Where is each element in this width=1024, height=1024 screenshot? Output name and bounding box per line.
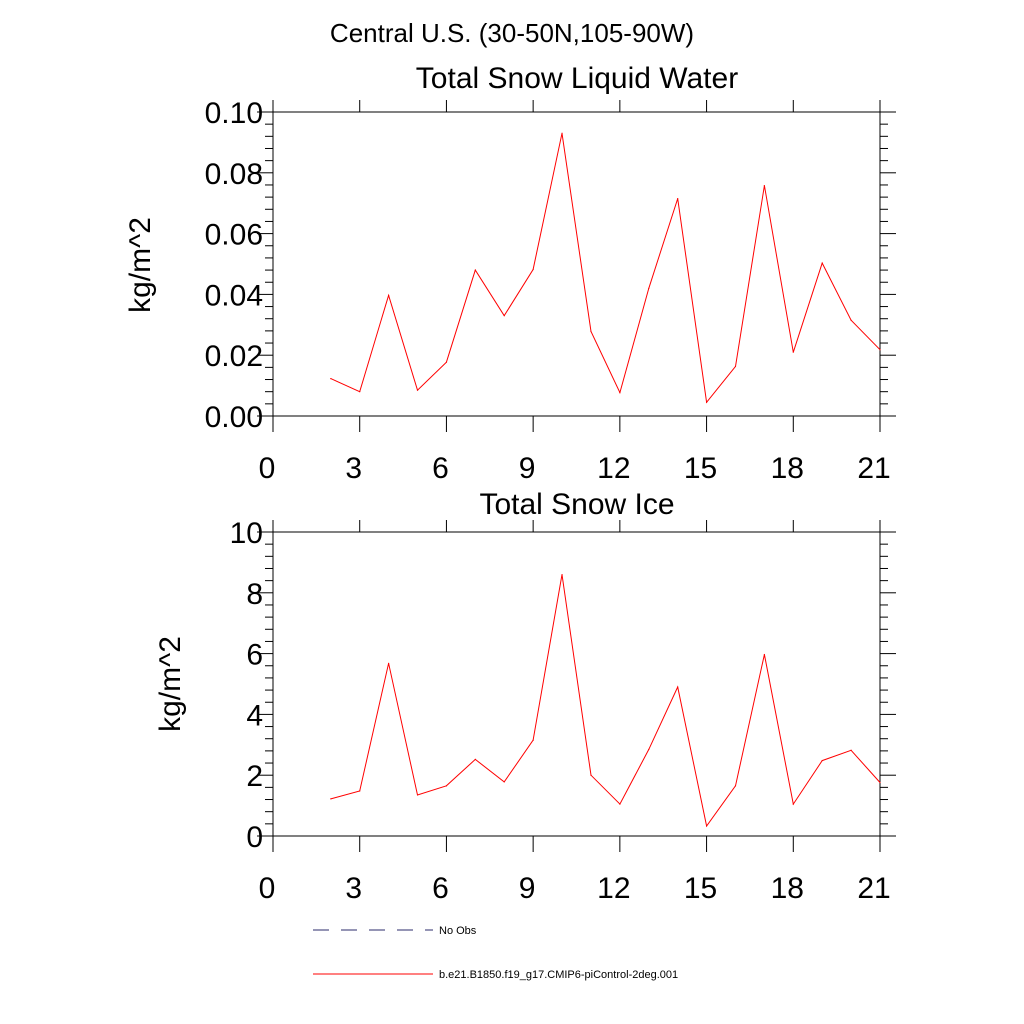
series-group-snow-ice (330, 573, 881, 828)
data-point-snow-ice (474, 758, 476, 760)
y-tick-label-snow-ice: 8 (246, 578, 263, 611)
y-tick-label-snow-ice: 0 (246, 821, 263, 854)
data-point-snow-ice (590, 774, 592, 776)
legend-label-model: b.e21.B1850.f19_g17.CMIP6-piControl-2deg… (439, 969, 678, 981)
legend-label-no-obs: No Obs (439, 925, 477, 937)
data-point-snow-liquid-water (590, 330, 592, 333)
y-tick-label-snow-liquid-water: 0.08 (205, 158, 263, 191)
data-point-snow-liquid-water (416, 389, 419, 391)
y-axis-label-snow-liquid-water: kg/m^2 (124, 217, 157, 313)
data-point-snow-ice (705, 825, 708, 827)
axes-snow-liquid-water: 0 3 6 9 12 15 18 21 0.00 0.02 0.04 0.06 0.08 0.10 (205, 97, 896, 485)
data-point-snow-ice (763, 653, 765, 656)
data-point-snow-ice (648, 748, 650, 750)
y-tick-label-snow-liquid-water: 0.04 (205, 279, 263, 312)
data-point-snow-liquid-water (330, 378, 332, 380)
panel-snow-ice: Total Snow Ice kg/m^2 0 3 6 9 12 15 18 21 0 2 4 6 8 1… (154, 488, 896, 905)
x-tick-label-snow-liquid-water: 0 (259, 452, 276, 485)
y-tick-label-snow-ice: 6 (246, 639, 263, 672)
x-tick-label-snow-ice: 0 (259, 872, 276, 905)
x-tick-label-snow-ice: 18 (771, 872, 804, 905)
series-group-snow-liquid-water (330, 132, 881, 404)
y-tick-label-snow-ice: 4 (246, 699, 263, 732)
data-point-snow-ice (532, 739, 534, 741)
y-tick-label-snow-liquid-water: 0.02 (205, 340, 263, 373)
legend: No Obs b.e21.B1850.f19_g17.CMIP6-piContr… (313, 925, 678, 981)
data-point-snow-ice (619, 803, 621, 805)
data-point-snow-liquid-water (532, 268, 534, 271)
data-point-snow-ice (792, 803, 794, 805)
figure-suptitle: Central U.S. (30-50N,105-90W) (330, 18, 694, 48)
panel-title-snow-ice: Total Snow Ice (479, 488, 674, 521)
data-point-snow-ice (821, 760, 823, 762)
data-point-snow-liquid-water (445, 361, 448, 363)
data-point-snow-liquid-water (850, 319, 852, 321)
data-point-snow-ice (330, 798, 332, 800)
x-tick-label-snow-liquid-water: 9 (519, 452, 536, 485)
data-point-snow-ice (850, 749, 852, 751)
data-point-snow-liquid-water (388, 294, 390, 296)
panel-title-snow-liquid-water: Total Snow Liquid Water (416, 62, 738, 95)
data-point-snow-ice (503, 781, 505, 783)
y-axis-label-snow-ice: kg/m^2 (154, 636, 187, 732)
x-tick-label-snow-ice: 3 (345, 872, 362, 905)
data-point-snow-ice (388, 662, 390, 664)
data-point-snow-liquid-water (561, 132, 563, 134)
x-tick-label-snow-liquid-water: 15 (684, 452, 717, 485)
x-tick-label-snow-liquid-water: 3 (345, 452, 362, 485)
x-tick-label-snow-ice: 21 (857, 872, 890, 905)
data-point-snow-liquid-water (648, 287, 650, 289)
axes-snow-ice: 0 3 6 9 12 15 18 21 0 2 4 6 8 10 (230, 517, 896, 905)
x-tick-label-snow-liquid-water: 18 (771, 452, 804, 485)
x-tick-label-snow-liquid-water: 21 (857, 452, 890, 485)
data-point-snow-ice (445, 785, 448, 787)
x-tick-label-snow-ice: 12 (597, 872, 630, 905)
series-line-snow-liquid-water (330, 133, 881, 404)
x-tick-label-snow-ice: 6 (432, 872, 449, 905)
data-point-snow-liquid-water (821, 262, 823, 264)
data-point-snow-liquid-water (705, 401, 708, 403)
y-tick-label-snow-ice: 2 (246, 760, 263, 793)
data-point-snow-liquid-water (734, 365, 737, 368)
series-line-snow-ice (330, 574, 881, 828)
data-point-snow-liquid-water (474, 269, 476, 271)
x-tick-label-snow-ice: 9 (519, 872, 536, 905)
data-point-snow-ice (677, 686, 679, 688)
data-point-snow-ice (734, 785, 737, 787)
x-tick-label-snow-liquid-water: 6 (432, 452, 449, 485)
data-point-snow-ice (879, 781, 881, 784)
data-point-snow-liquid-water (763, 184, 765, 187)
data-point-snow-ice (359, 790, 361, 792)
data-point-snow-liquid-water (359, 391, 361, 393)
y-tick-label-snow-ice: 10 (230, 517, 263, 550)
data-point-snow-liquid-water (792, 351, 794, 353)
data-point-snow-liquid-water (619, 391, 621, 394)
data-point-snow-liquid-water (879, 349, 881, 351)
data-point-snow-ice (561, 573, 563, 576)
x-tick-label-snow-ice: 15 (684, 872, 717, 905)
data-point-snow-liquid-water (503, 315, 505, 317)
y-tick-label-snow-liquid-water: 0.10 (205, 97, 263, 130)
x-tick-label-snow-liquid-water: 12 (597, 452, 630, 485)
y-tick-label-snow-liquid-water: 0.06 (205, 219, 263, 252)
data-point-snow-ice (416, 794, 419, 796)
panel-snow-liquid-water: Total Snow Liquid Water kg/m^2 0 3 6 9 12 15 1… (124, 62, 896, 485)
y-tick-label-snow-liquid-water: 0.00 (205, 401, 263, 434)
data-point-snow-liquid-water (677, 198, 679, 200)
